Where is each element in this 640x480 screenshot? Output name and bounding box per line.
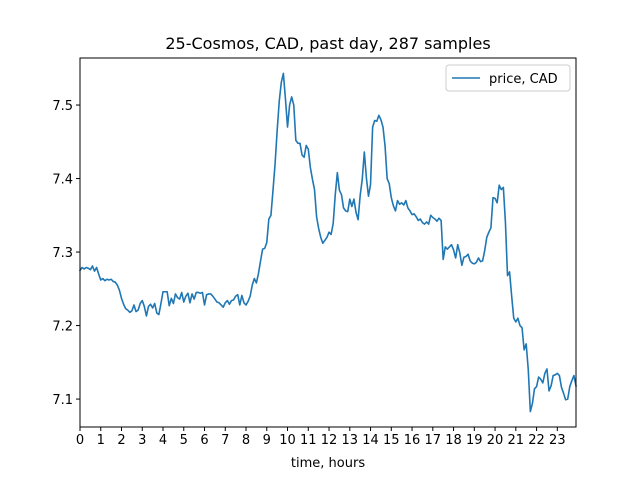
legend-label-price: price, CAD <box>489 72 558 87</box>
x-tick-label: 6 <box>200 433 208 448</box>
x-tick-label: 18 <box>445 433 462 448</box>
x-tick-label: 16 <box>404 433 421 448</box>
x-tick-label: 2 <box>117 433 125 448</box>
plot-area <box>80 58 576 427</box>
x-tick-label: 23 <box>549 433 566 448</box>
x-tick-label: 4 <box>159 433 167 448</box>
x-tick-label: 19 <box>466 433 483 448</box>
x-tick-label: 22 <box>528 433 545 448</box>
x-tick-label: 21 <box>508 433 525 448</box>
x-tick-label: 12 <box>321 433 338 448</box>
legend-box <box>445 64 571 92</box>
x-tick-label: 1 <box>97 433 105 448</box>
x-tick-label: 11 <box>300 433 317 448</box>
x-tick-label: 14 <box>362 433 379 448</box>
x-tick-label: 20 <box>487 433 504 448</box>
x-tick-label: 8 <box>242 433 250 448</box>
plot-frame <box>79 57 577 428</box>
y-tick-label: 7.3 <box>52 246 73 261</box>
x-tick-label: 17 <box>425 433 442 448</box>
y-tick-label: 7.2 <box>52 320 73 335</box>
x-axis-ticks: 0 1 2 3 4 5 6 7 8 9 10 11 12 13 14 15 16 17 18 19 20 21 22 23 <box>76 427 566 448</box>
x-axis-label: time, hours <box>291 456 365 471</box>
legend: price, CAD <box>445 64 571 92</box>
x-tick-label: 5 <box>180 433 188 448</box>
x-tick-label: 0 <box>76 433 84 448</box>
y-tick-label: 7.5 <box>52 99 73 114</box>
x-tick-label: 15 <box>383 433 400 448</box>
x-tick-label: 9 <box>263 433 271 448</box>
chart-title: 25-Cosmos, CAD, past day, 287 samples <box>165 34 490 53</box>
x-tick-label: 13 <box>342 433 359 448</box>
x-tick-label: 7 <box>221 433 229 448</box>
y-tick-label: 7.4 <box>52 173 73 188</box>
y-axis-ticks: 7.1 7.2 7.3 7.4 7.5 <box>52 99 80 408</box>
price-line <box>78 72 577 413</box>
y-tick-label: 7.1 <box>52 393 73 408</box>
x-tick-label: 10 <box>279 433 296 448</box>
x-tick-label: 3 <box>138 433 146 448</box>
